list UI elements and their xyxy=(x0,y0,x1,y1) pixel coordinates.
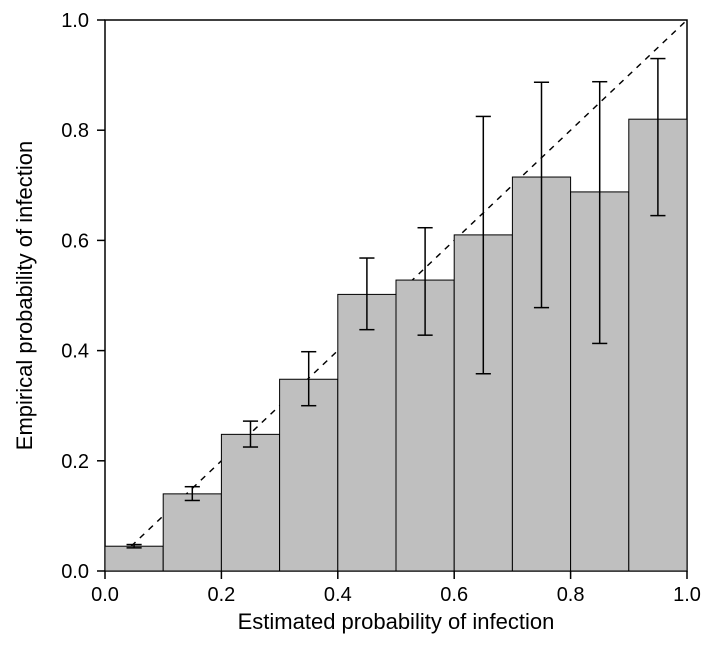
x-tick-label: 0.2 xyxy=(207,584,235,606)
x-tick-label: 0.8 xyxy=(557,584,585,606)
bar xyxy=(105,546,163,571)
y-tick-label: 0.4 xyxy=(61,341,89,363)
chart-svg: 0.0 0.2 0.4 0.6 0.8 1.0 0.0 0.2 0.4 0.6 0.8 1.0 Esti… xyxy=(0,0,717,651)
calibration-chart: 0.0 0.2 0.4 0.6 0.8 1.0 0.0 0.2 0.4 0.6 0.8 1.0 Esti… xyxy=(0,0,717,651)
x-axis-label: Estimated probability of infection xyxy=(238,609,555,634)
y-tick-label: 1.0 xyxy=(61,10,89,32)
bar xyxy=(338,294,396,571)
x-tick-label: 1.0 xyxy=(673,584,701,606)
bar xyxy=(163,494,221,571)
y-tick-label: 0.6 xyxy=(61,230,89,252)
y-tick-label: 0.2 xyxy=(61,451,89,473)
x-tick-label: 0.4 xyxy=(324,584,352,606)
x-tick-label: 0.6 xyxy=(440,584,468,606)
bar xyxy=(221,434,279,571)
x-tick-label: 0.0 xyxy=(91,584,119,606)
y-tick-label: 0.0 xyxy=(61,561,89,583)
y-axis-label: Empirical probability of infection xyxy=(12,141,37,450)
bar xyxy=(280,379,338,571)
y-tick-label: 0.8 xyxy=(61,120,89,142)
